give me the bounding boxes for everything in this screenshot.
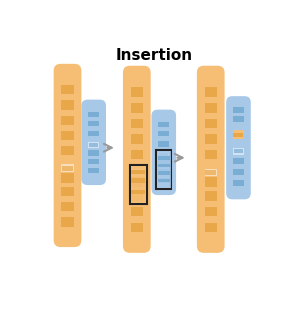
Bar [61, 146, 74, 156]
Bar [131, 150, 143, 159]
Bar [131, 169, 143, 176]
Bar [61, 173, 74, 182]
Bar [234, 149, 243, 153]
Bar [89, 143, 98, 147]
Bar [88, 159, 99, 164]
Bar [131, 166, 146, 203]
Bar [131, 191, 143, 201]
Bar [205, 191, 217, 201]
Bar [131, 178, 143, 187]
FancyBboxPatch shape [81, 100, 106, 185]
Bar [131, 189, 145, 194]
Bar [61, 100, 74, 110]
Bar [158, 141, 169, 147]
Bar [61, 217, 74, 227]
Bar [158, 179, 170, 182]
Bar [131, 207, 143, 216]
Bar [131, 170, 142, 175]
Bar [158, 152, 169, 158]
FancyBboxPatch shape [197, 66, 225, 253]
Bar [233, 180, 244, 186]
Bar [131, 179, 145, 183]
Bar [233, 107, 244, 113]
Bar [88, 121, 99, 126]
Bar [233, 130, 244, 139]
Bar [156, 150, 172, 188]
Bar [131, 119, 143, 128]
Text: Insertion: Insertion [115, 48, 192, 63]
Bar [131, 222, 143, 232]
Bar [233, 158, 244, 164]
Bar [205, 103, 217, 113]
Bar [61, 131, 74, 140]
Bar [205, 150, 217, 159]
Bar [131, 87, 143, 97]
Bar [158, 178, 169, 183]
Bar [158, 160, 169, 165]
Bar [88, 112, 99, 117]
Bar [88, 150, 99, 156]
Bar [205, 119, 217, 128]
Bar [158, 156, 170, 160]
Bar [131, 134, 143, 144]
Bar [158, 169, 169, 174]
Bar [205, 134, 217, 144]
Bar [61, 116, 74, 125]
FancyBboxPatch shape [226, 96, 251, 199]
Bar [205, 222, 217, 232]
Bar [157, 151, 171, 188]
Bar [158, 131, 169, 136]
Bar [205, 170, 216, 175]
Bar [61, 202, 74, 211]
Bar [88, 132, 99, 137]
FancyBboxPatch shape [123, 66, 151, 253]
Bar [205, 87, 217, 97]
Bar [159, 153, 168, 157]
Bar [158, 171, 170, 175]
Bar [233, 148, 244, 155]
Bar [205, 178, 217, 187]
Bar [205, 169, 217, 176]
Bar [131, 170, 145, 174]
FancyBboxPatch shape [54, 64, 81, 247]
Bar [61, 85, 74, 94]
Bar [62, 166, 73, 171]
Bar [233, 116, 244, 122]
Bar [88, 142, 99, 148]
Bar [158, 122, 169, 127]
Bar [88, 168, 99, 173]
Bar [205, 207, 217, 216]
Bar [131, 103, 143, 113]
Bar [130, 165, 147, 204]
Bar [61, 187, 74, 196]
Bar [158, 164, 170, 167]
Bar [61, 164, 74, 172]
Bar [233, 169, 244, 175]
Bar [233, 133, 244, 137]
FancyBboxPatch shape [152, 110, 176, 195]
